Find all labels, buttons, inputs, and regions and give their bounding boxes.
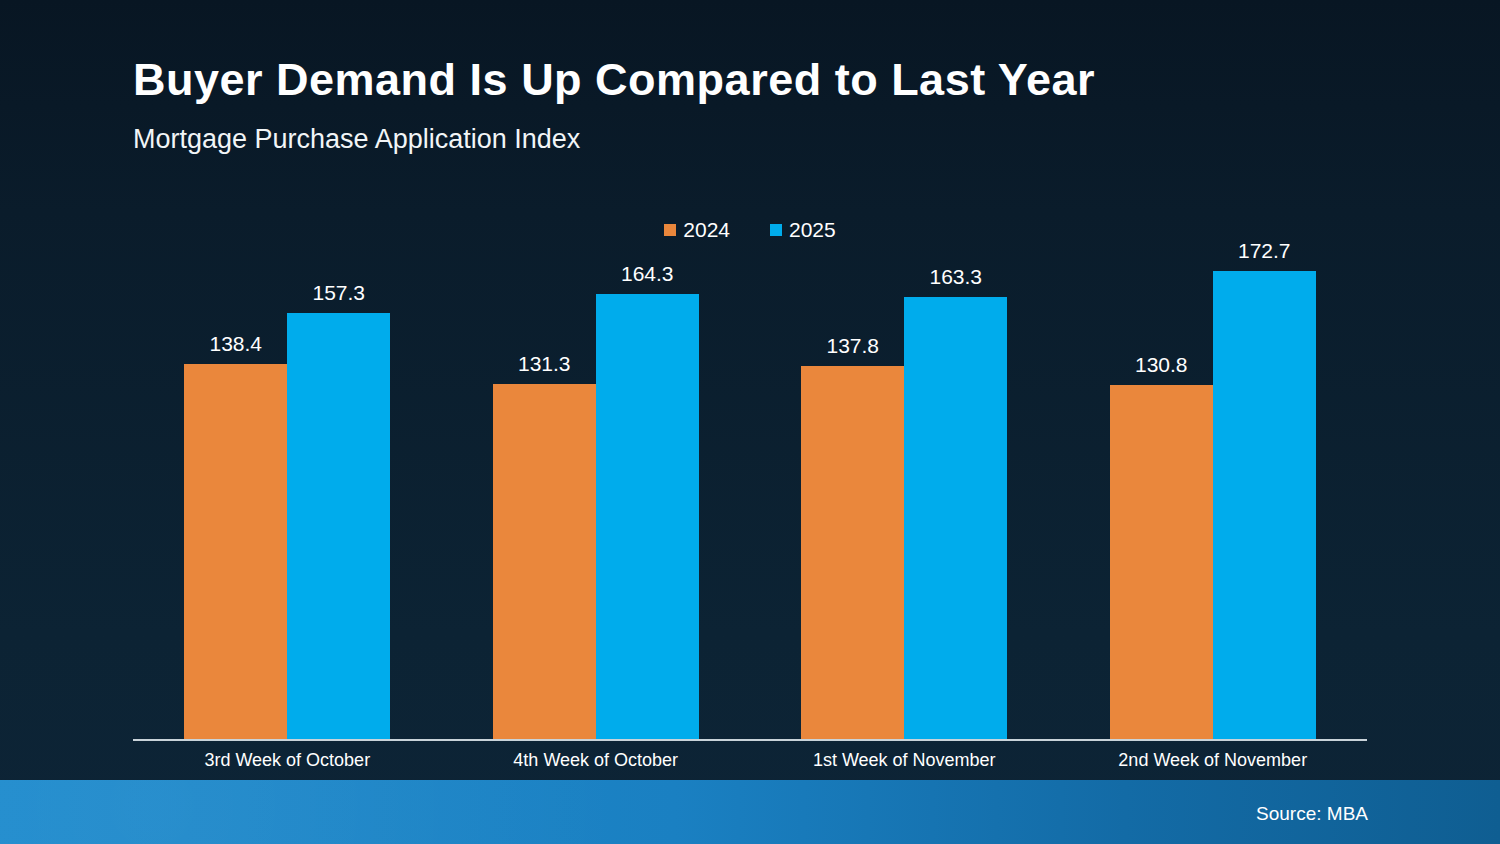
bar-2024 — [1110, 385, 1213, 740]
bar-column-2024: 138.4 — [184, 332, 287, 740]
bar-2025 — [1213, 271, 1316, 740]
bar-2024 — [184, 364, 287, 740]
bar-groups: 138.4 157.3 131.3 164.3 137.8 163.3 130.8 172.7 — [133, 210, 1367, 740]
x-axis-category-label: 3rd Week of October — [133, 750, 442, 771]
bar-column-2025: 164.3 — [596, 262, 699, 740]
bar-value-label: 163.3 — [929, 265, 982, 289]
bar-column-2025: 163.3 — [904, 265, 1007, 740]
bar-column-2024: 137.8 — [801, 334, 904, 740]
bar-2025 — [904, 297, 1007, 740]
bar-group: 137.8 163.3 — [750, 265, 1059, 740]
x-axis-category-label: 2nd Week of November — [1059, 750, 1368, 771]
bar-value-label: 137.8 — [826, 334, 879, 358]
bar-2024 — [801, 366, 904, 740]
bar-group: 130.8 172.7 — [1059, 239, 1368, 740]
bar-column-2024: 130.8 — [1110, 353, 1213, 740]
bar-value-label: 164.3 — [621, 262, 674, 286]
bar-group: 138.4 157.3 — [133, 281, 442, 740]
bar-value-label: 138.4 — [209, 332, 262, 356]
bar-2025 — [596, 294, 699, 740]
bar-value-label: 131.3 — [518, 352, 571, 376]
bar-2025 — [287, 313, 390, 740]
page-subtitle: Mortgage Purchase Application Index — [133, 124, 580, 155]
bar-column-2025: 172.7 — [1213, 239, 1316, 740]
bar-column-2024: 131.3 — [493, 352, 596, 740]
bar-pair: 131.3 164.3 — [493, 262, 699, 740]
bar-2024 — [493, 384, 596, 740]
bar-pair: 130.8 172.7 — [1110, 239, 1316, 740]
source-label: Source: MBA — [1256, 803, 1368, 825]
x-axis-category-label: 1st Week of November — [750, 750, 1059, 771]
bar-value-label: 130.8 — [1135, 353, 1188, 377]
page-title: Buyer Demand Is Up Compared to Last Year — [133, 54, 1095, 106]
plot-area: 138.4 157.3 131.3 164.3 137.8 163.3 130.8 172.7 — [133, 210, 1367, 740]
bar-value-label: 172.7 — [1238, 239, 1291, 263]
bar-pair: 138.4 157.3 — [184, 281, 390, 740]
bar-value-label: 157.3 — [312, 281, 365, 305]
bar-group: 131.3 164.3 — [442, 262, 751, 740]
bar-column-2025: 157.3 — [287, 281, 390, 740]
bar-pair: 137.8 163.3 — [801, 265, 1007, 740]
slide: Buyer Demand Is Up Compared to Last Year… — [0, 0, 1500, 844]
x-axis-labels: 3rd Week of October4th Week of October1s… — [133, 750, 1367, 771]
x-axis-line — [133, 739, 1367, 741]
x-axis-category-label: 4th Week of October — [442, 750, 751, 771]
